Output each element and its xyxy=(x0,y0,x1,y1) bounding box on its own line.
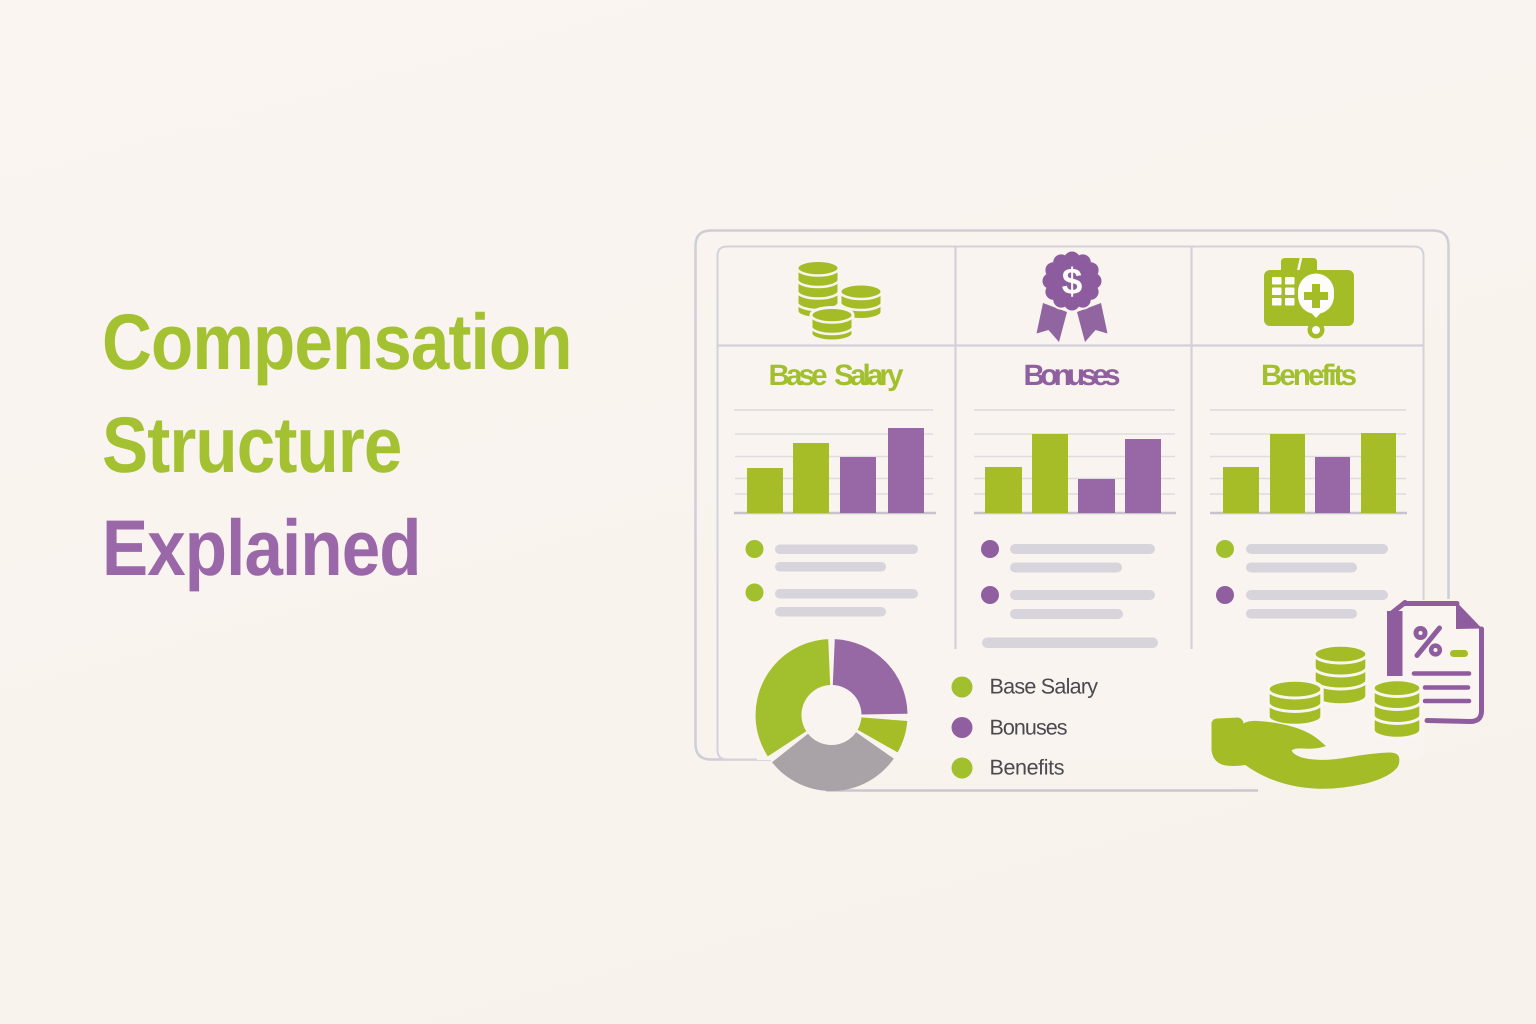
svg-text:Base Salary: Base Salary xyxy=(990,675,1099,699)
svg-text:Benefits: Benefits xyxy=(990,756,1065,780)
svg-text:Base Salary: Base Salary xyxy=(769,359,905,392)
svg-text:$: $ xyxy=(1062,261,1083,302)
svg-text:Bonuses: Bonuses xyxy=(990,716,1068,740)
svg-text:Benefits: Benefits xyxy=(1261,359,1357,392)
svg-text:Bonuses: Bonuses xyxy=(1024,359,1121,392)
